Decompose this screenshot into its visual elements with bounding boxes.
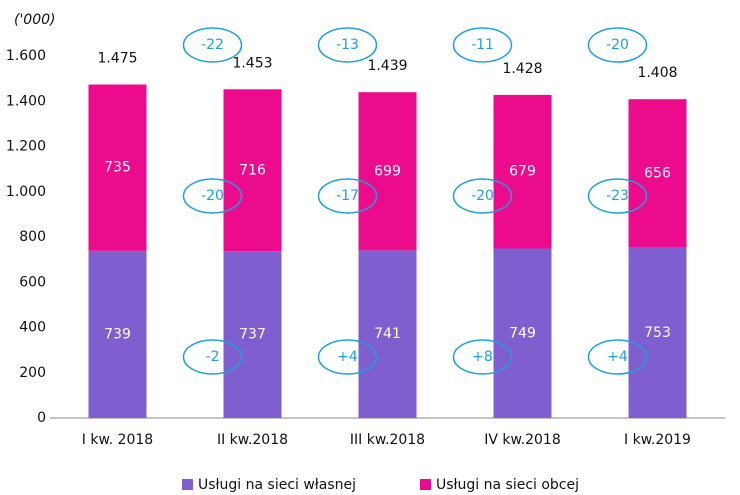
total-label: 1.453 (232, 55, 272, 71)
bar-segment (358, 92, 417, 251)
bar-segment (493, 94, 552, 249)
data-label: 741 (374, 326, 401, 342)
y-tick-label: 400 (19, 320, 46, 336)
total-label: 1.475 (97, 51, 137, 67)
change-bubble (587, 178, 648, 214)
y-tick-label: 1.600 (6, 48, 46, 64)
change-label: +4 (337, 349, 358, 365)
total-label: 1.439 (367, 58, 407, 74)
y-tick-label: 1.000 (6, 184, 46, 200)
x-tick-label: IV kw.2018 (484, 432, 561, 448)
change-bubble (452, 27, 513, 63)
data-label: 716 (239, 162, 266, 178)
change-bubble (452, 339, 513, 375)
data-label: 699 (374, 163, 401, 179)
data-label: 679 (509, 164, 536, 180)
change-bubble (452, 178, 513, 214)
bar-segment (493, 248, 552, 418)
change-label: -17 (336, 188, 359, 204)
bar-segment (88, 250, 147, 418)
y-tick-label: 1.400 (6, 93, 46, 109)
data-label: 739 (104, 326, 131, 342)
bar-segment (88, 84, 147, 251)
change-label: -23 (606, 188, 629, 204)
y-tick-label: 600 (19, 274, 46, 290)
change-bubble (182, 339, 243, 375)
legend-label: Usługi na sieci własnej (198, 477, 356, 493)
total-label: 1.428 (502, 61, 542, 77)
y-tick-label: 800 (19, 229, 46, 245)
change-bubble (182, 178, 243, 214)
bar-segment (358, 250, 417, 418)
change-label: +8 (472, 349, 493, 365)
data-label: 656 (644, 165, 671, 181)
change-label: -13 (336, 37, 359, 53)
bar-segment (628, 247, 687, 418)
data-label: 737 (239, 327, 266, 343)
legend-label: Usługi na sieci obcej (436, 477, 579, 493)
change-label: -20 (471, 188, 494, 204)
data-label: 753 (644, 325, 671, 341)
bar-segment (223, 89, 282, 252)
change-label: -20 (201, 188, 224, 204)
legend-swatch (420, 479, 431, 490)
change-bubble (317, 178, 378, 214)
unit-label: ('000) (14, 12, 56, 28)
x-tick-label: III kw.2018 (350, 432, 425, 448)
x-tick-label: II kw.2018 (217, 432, 288, 448)
data-label: 735 (104, 160, 131, 176)
change-bubble (317, 339, 378, 375)
change-label: -2 (206, 349, 220, 365)
legend-swatch (182, 479, 193, 490)
x-tick-label: I kw.2019 (624, 432, 691, 448)
bar-segment (628, 99, 687, 248)
x-tick-label: I kw. 2018 (82, 432, 153, 448)
bar-segment (223, 251, 282, 418)
total-label: 1.408 (637, 65, 677, 81)
y-tick-label: 0 (37, 410, 46, 426)
data-label: 749 (509, 325, 536, 341)
change-label: -20 (606, 37, 629, 53)
change-bubble (587, 27, 648, 63)
change-bubble (182, 27, 243, 63)
change-bubble (317, 27, 378, 63)
y-tick-label: 200 (19, 365, 46, 381)
change-label: -11 (471, 37, 494, 53)
change-bubble (587, 339, 648, 375)
change-label: +4 (607, 349, 628, 365)
change-label: -22 (201, 37, 224, 53)
y-tick-label: 1.200 (6, 139, 46, 155)
